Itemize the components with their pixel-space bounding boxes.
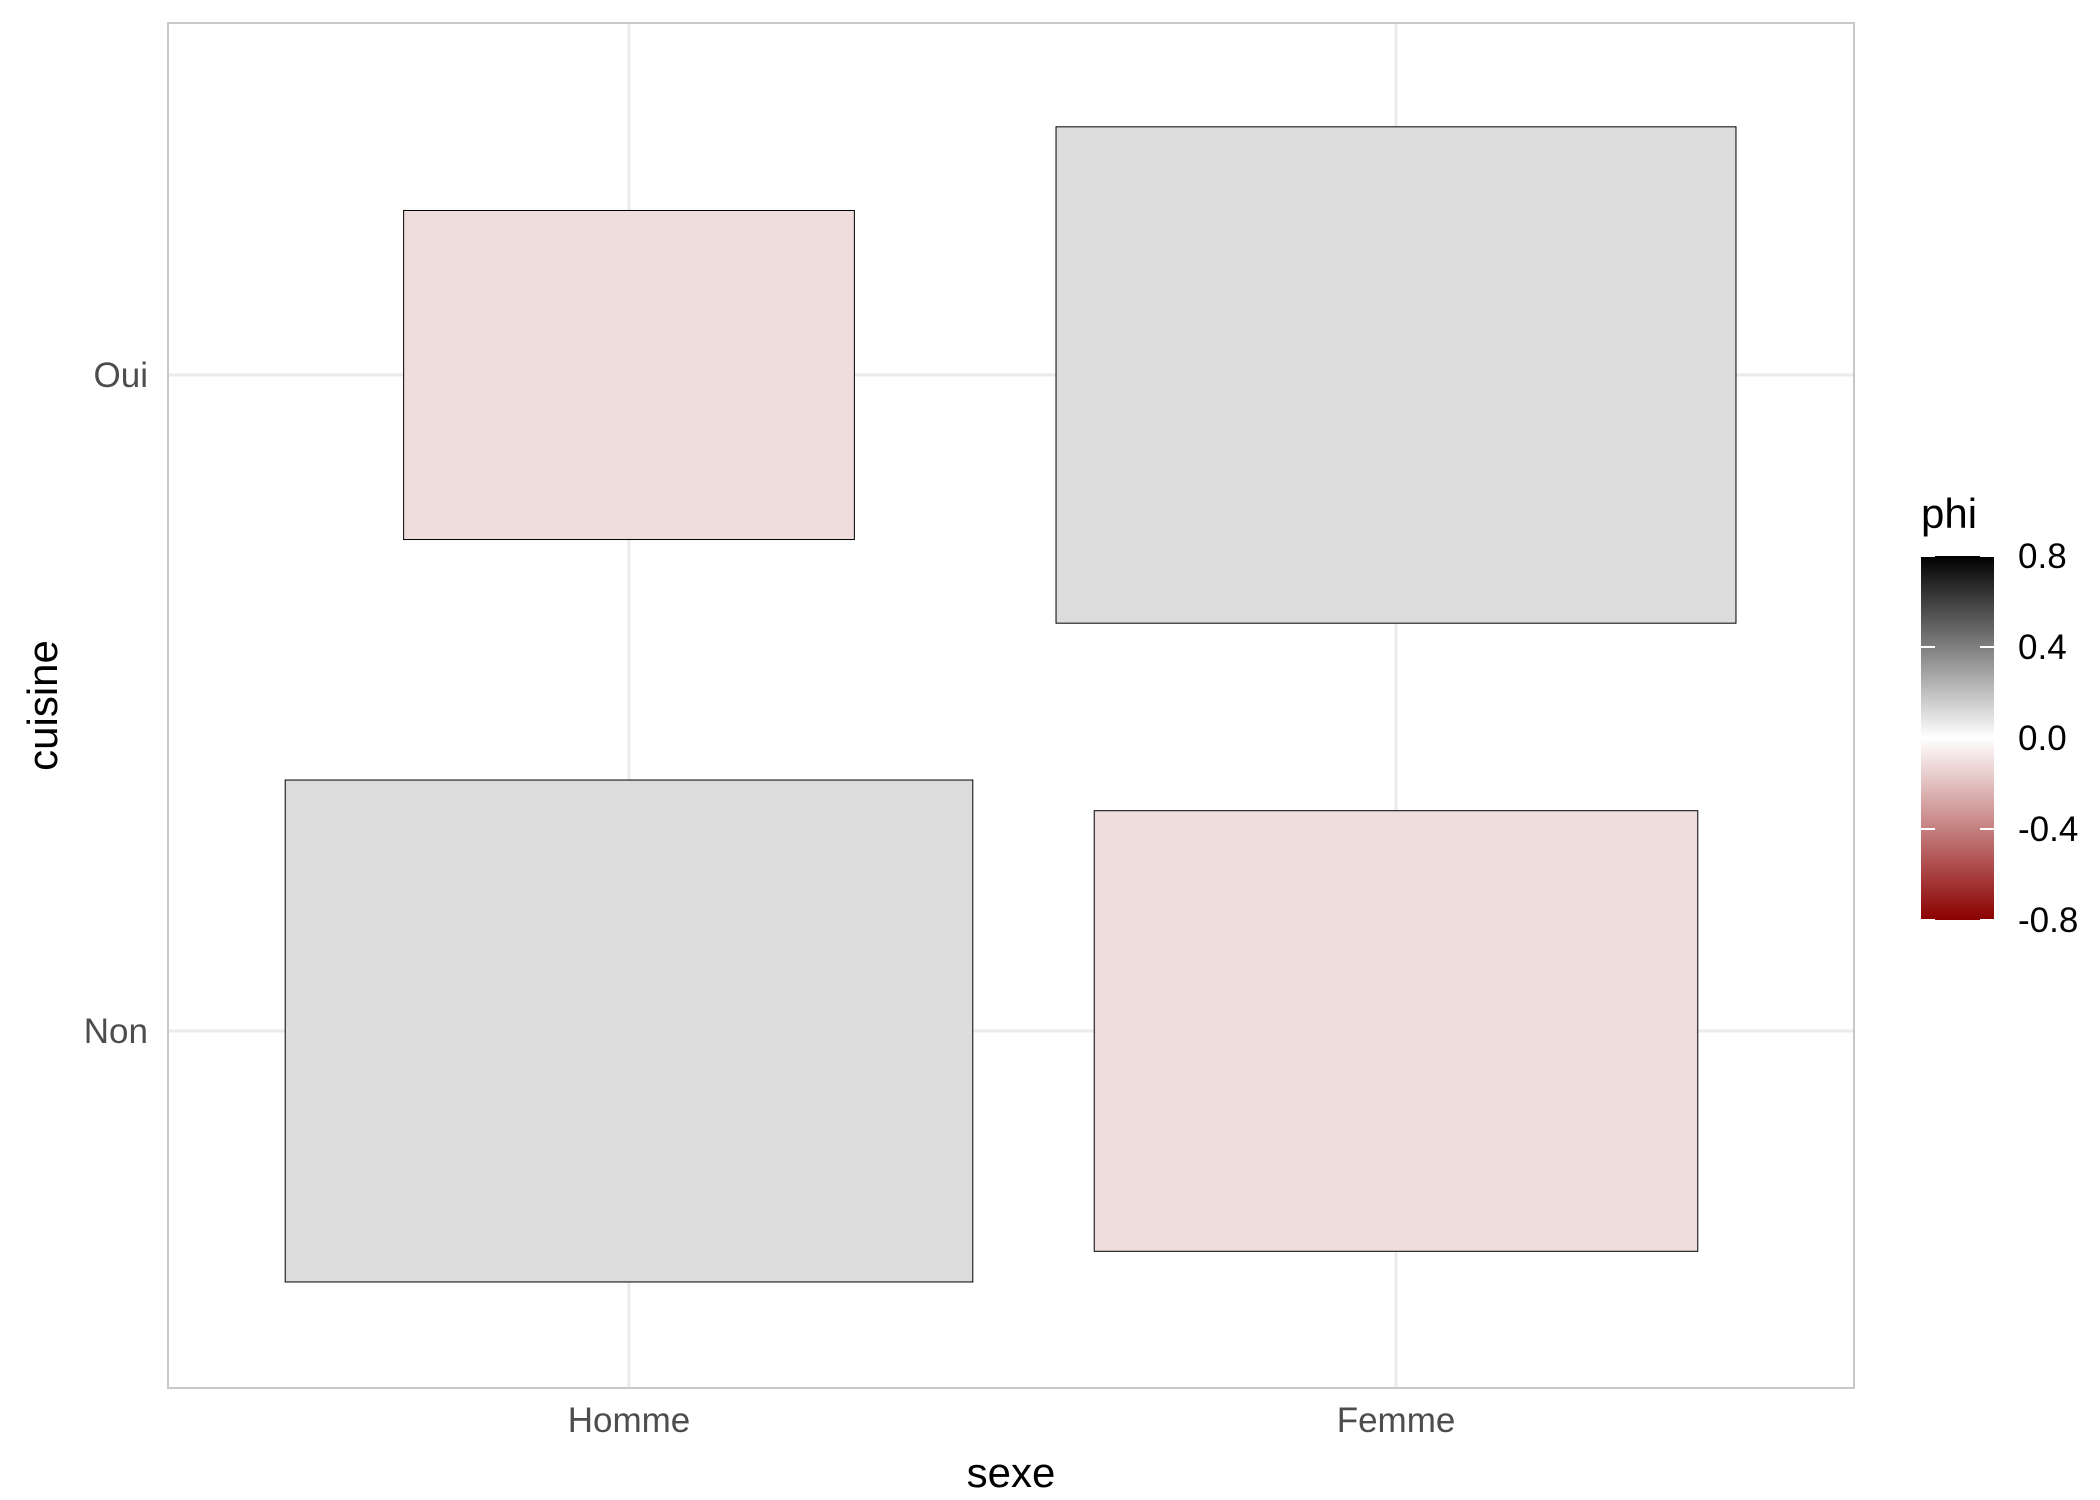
cell-femme-non xyxy=(1093,810,1699,1252)
y-tick-label-oui: Oui xyxy=(94,356,148,395)
legend-ticks: 0.8 0.4 0.0 -0.4 -0.8 xyxy=(1921,537,2078,940)
cell-femme-oui xyxy=(1055,126,1737,624)
legend-tick-label-3: -0.4 xyxy=(2018,810,2078,849)
plot-panel xyxy=(167,22,1855,1389)
x-tick-label-femme: Femme xyxy=(1337,1401,1456,1440)
x-axis-title: sexe xyxy=(967,1449,1056,1496)
legend-tick-label-1: 0.4 xyxy=(2018,628,2067,667)
x-tick-label-homme: Homme xyxy=(568,1401,691,1440)
y-axis-ticks: Oui Non xyxy=(84,356,148,1051)
mosaic-cells xyxy=(284,126,1737,1283)
y-tick-label-non: Non xyxy=(84,1012,148,1051)
panel-border xyxy=(167,22,1855,1389)
x-axis-ticks: Homme Femme xyxy=(568,1401,1456,1440)
legend-title: phi xyxy=(1921,490,1977,537)
color-legend: phi 0.8 0.4 0.0 -0.4 -0.8 xyxy=(1921,490,2078,940)
cell-homme-non xyxy=(284,779,974,1283)
y-axis-title: cuisine xyxy=(19,640,66,771)
legend-tick-label-2: 0.0 xyxy=(2018,719,2067,758)
legend-tick-label-0: 0.8 xyxy=(2018,537,2067,576)
cell-homme-oui xyxy=(403,209,855,541)
legend-tick-label-4: -0.8 xyxy=(2018,901,2078,940)
